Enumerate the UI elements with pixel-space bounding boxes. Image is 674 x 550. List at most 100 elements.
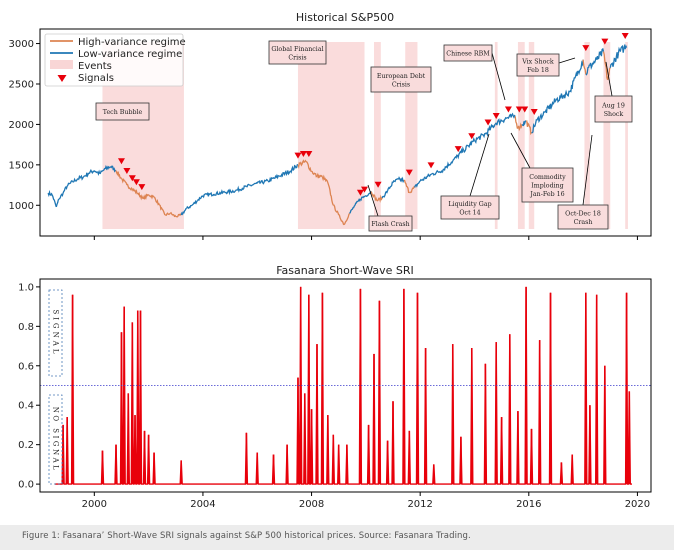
x-tick-label: 2020 (625, 499, 650, 510)
annotation-text: Tech Bubble (103, 109, 143, 116)
price-segment (164, 212, 171, 216)
price-segment (51, 194, 57, 208)
price-segment (514, 116, 519, 130)
signal-marker (454, 146, 462, 153)
price-segment (526, 120, 533, 136)
price-segment (582, 59, 587, 75)
price-segment (354, 198, 362, 206)
price-segment (153, 196, 161, 206)
annotation-text: Jan-Feb 16 (529, 191, 564, 198)
y-tick-label: 1000 (9, 201, 34, 212)
signal-zone-text: SIGNAL (52, 310, 60, 357)
y-tick-label: 0.4 (18, 401, 34, 412)
annotation-leader (582, 134, 593, 206)
sp500-x-axis (93, 236, 638, 240)
price-segment (93, 169, 101, 177)
price-segment (191, 199, 199, 206)
price-segment (343, 213, 351, 226)
price-segment (213, 189, 226, 196)
legend-label-high: High-variance regime (78, 37, 186, 48)
event-band (297, 42, 365, 229)
x-tick-label: 2012 (407, 499, 432, 510)
no-signal-zone-label: NO SIGNAL (48, 394, 63, 485)
event-band (625, 42, 628, 229)
y-tick-label: 1.0 (18, 282, 34, 293)
price-segment (289, 164, 298, 174)
annotation-text: Flash Crash (371, 221, 409, 228)
signal-markers (117, 32, 629, 196)
signal-marker (582, 45, 590, 52)
sri-y-axis: 0.0 0.2 0.4 0.6 0.8 1.0 (18, 282, 40, 491)
annotation-leader (558, 57, 576, 64)
event-band (528, 42, 535, 229)
legend-swatch-events (50, 60, 73, 69)
sp500-price-line (47, 43, 628, 226)
signal-marker (305, 150, 313, 157)
price-segment (409, 185, 416, 194)
price-segment (197, 195, 204, 202)
legend-box (44, 33, 184, 87)
sri-chart-title: Fasanara Short-Wave SRI (276, 264, 414, 277)
price-segment (602, 51, 609, 81)
annotation-box (594, 95, 633, 123)
price-segment (202, 191, 215, 199)
no-signal-zone-text: NO SIGNAL (52, 407, 60, 473)
price-segment (110, 165, 117, 173)
y-tick-label: 0.0 (18, 480, 34, 491)
legend: High-variance regime Low-variance regime… (44, 33, 186, 87)
signal-marker (492, 112, 500, 119)
signal-marker (521, 106, 529, 113)
annotation-text: Imploding (531, 183, 563, 190)
price-segment (88, 168, 95, 175)
annotation-text: European Debt (377, 73, 426, 80)
signal-marker (123, 167, 131, 174)
sp500-chart: Historical S&P500 1000 1500 2000 2500 3000 T… (9, 11, 652, 240)
price-segment (305, 161, 312, 172)
signal-marker (361, 186, 369, 193)
price-segment (115, 170, 123, 179)
price-segment (224, 188, 237, 196)
x-tick-label: 2004 (190, 499, 215, 510)
x-tick-label: 2008 (299, 499, 324, 510)
legend-label-low: Low-variance regime (78, 49, 182, 60)
annotation-text: Crisis (288, 54, 306, 61)
price-segment (359, 195, 367, 202)
price-segment (463, 136, 476, 154)
sri-line (54, 286, 632, 485)
price-segment (376, 194, 383, 203)
price-segment (311, 170, 318, 178)
x-tick-label: 2000 (82, 499, 107, 510)
price-segment (131, 187, 139, 195)
annotation-box (368, 215, 413, 232)
legend-label-events: Events (78, 61, 112, 72)
y-tick-label: 1500 (9, 160, 34, 171)
annotation-box (516, 53, 560, 77)
price-segment (392, 178, 399, 183)
price-segment (99, 167, 106, 175)
price-segment (517, 122, 523, 132)
price-segment (175, 213, 182, 218)
figure-caption: Figure 1: Fasanara’ Short-Wave SRI signa… (22, 531, 471, 541)
annotation-box (557, 204, 609, 230)
price-segment (623, 43, 628, 50)
price-segment (159, 204, 166, 216)
price-segment (506, 112, 516, 120)
price-segment (142, 193, 149, 200)
price-segment (327, 182, 334, 206)
annotation-text: Commodity (529, 174, 566, 181)
price-segment (596, 47, 605, 60)
price-segment (441, 160, 454, 174)
price-segment (484, 122, 497, 137)
price-segment (316, 172, 323, 179)
price-segment (474, 132, 486, 145)
annotation-box (95, 102, 150, 121)
price-segment (180, 207, 187, 216)
signal-marker (468, 133, 476, 140)
signal-marker (484, 119, 492, 126)
annotation-box (370, 66, 432, 93)
event-band (603, 42, 611, 229)
no-signal-zone-box (48, 394, 63, 485)
annotation-text: Crash (574, 219, 593, 226)
sri-chart: Fasanara Short-Wave SRI 0.0 0.2 0.4 0.6 0.8 1… (18, 264, 652, 510)
sri-plot-frame (39, 278, 652, 493)
